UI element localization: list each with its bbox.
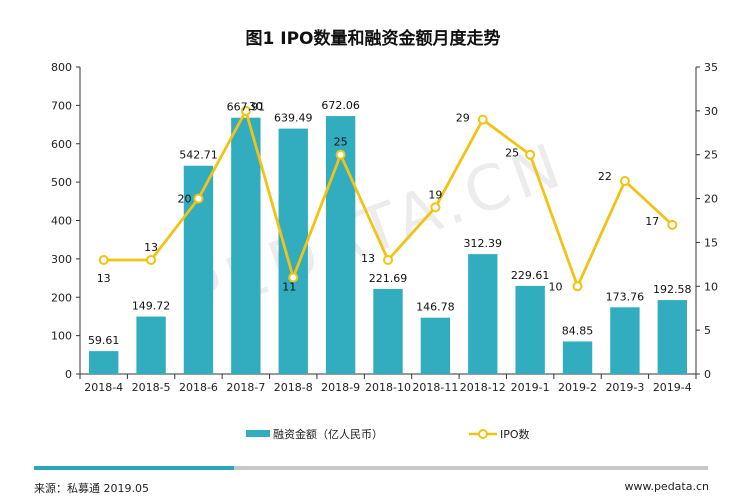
left-tick-label: 400 [51,215,72,228]
ipo-value-label: 30 [249,100,263,113]
bar [136,316,166,374]
bar-value-label: 146.78 [416,301,455,314]
bar-value-label: 192.58 [653,283,692,296]
bar-value-label: 667.91 [227,101,266,114]
site-url: www.pedata.cn [624,480,709,493]
bar [468,254,498,374]
ipo-point [193,193,204,204]
ipo-point [98,254,109,265]
left-tick-label: 300 [51,253,72,266]
ipo-value-label: 22 [598,170,612,183]
bar [515,285,545,374]
ipo-point [335,149,346,160]
left-tick-label: 200 [51,291,72,304]
x-tick-label: 2019-4 [653,381,692,394]
ipo-point [383,254,393,265]
bar-series [89,116,687,374]
footer-accent-bar [34,466,234,470]
x-tick-label: 2019-2 [558,381,597,394]
ipo-point [430,202,441,213]
x-tick-label: 2018-12 [460,381,506,394]
right-tick-label: 15 [704,236,718,249]
ipo-value-label: 25 [505,147,519,160]
legend-line-label: IPO数 [500,428,530,441]
right-tick-label: 5 [704,324,711,337]
ipo-point [146,254,157,265]
legend-bar-label: 融资金额（亿人民币） [273,427,383,441]
bar [89,351,119,374]
ipo-value-label: 13 [144,241,158,254]
ipo-point [477,114,488,125]
footer-divider [234,466,708,470]
source-note: 来源：私募通 2019.05 [34,482,149,495]
x-tick-label: 2018-6 [179,381,218,394]
left-tick-label: 100 [51,330,72,343]
line-series [98,105,678,292]
left-tick-label: 600 [51,138,72,151]
bar [610,307,640,374]
x-tick-label: 2019-3 [605,381,644,394]
bar [562,341,593,374]
bar-value-label: 229.61 [511,269,550,282]
bar [373,288,403,374]
ipo-point [572,281,583,292]
bar-value-label: 173.76 [606,290,645,303]
left-tick-label: 500 [51,176,72,189]
right-tick-label: 10 [704,280,718,293]
x-tick-label: 2019-1 [511,381,550,394]
chart-title: 图1 IPO数量和融资金额月度走势 [246,28,501,49]
ipo-point [288,272,299,283]
right-tick-label: 30 [704,105,718,118]
ipo-value-label: 10 [549,280,563,293]
x-tick-label: 2018-10 [365,381,411,394]
ipo-value-label: 29 [456,112,470,125]
right-tick-label: 25 [704,149,718,162]
ipo-value-label: 25 [334,136,348,149]
bar-value-label: 149.72 [132,300,171,313]
bar-value-label: 639.49 [274,112,313,125]
ipo-value-label: 17 [645,215,659,228]
left-tick-label: 700 [51,99,72,112]
ipo-value-label: 11 [282,281,296,294]
ipo-point [667,219,678,230]
legend: 融资金额（亿人民币） IPO数 [246,427,530,441]
data-labels: 59.61 149.72 542.71 667.91 639.49 672.06 221.6… [88,99,692,347]
right-tick-label: 20 [704,193,718,206]
ipo-value-label: 13 [97,272,111,285]
bar-value-label: 312.39 [464,237,503,250]
axes: 0 100 200 300 400 500 600 700 800 0 5 10 15 20 25 30 35 2… [51,61,718,394]
x-tick-label: 2018-7 [226,381,265,394]
bar-value-label: 84.85 [562,324,594,337]
bar-value-label: 672.06 [321,99,360,112]
legend-bar-swatch [246,430,270,437]
ipo-point [525,149,536,160]
bar-value-label: 221.69 [369,272,408,285]
left-tick-label: 800 [51,61,72,74]
bar [420,317,451,374]
ipo-value-label: 19 [428,188,442,201]
right-tick-label: 0 [704,368,711,381]
x-tick-label: 2018-8 [274,381,313,394]
x-tick-label: 2018-11 [412,381,458,394]
x-tick-label: 2018-4 [84,381,123,394]
bar [231,117,261,374]
bar-value-label: 542.71 [179,149,218,162]
bar-value-label: 59.61 [88,334,120,347]
left-tick-label: 0 [65,368,72,381]
ipo-point [240,105,251,116]
legend-line-marker [478,429,488,439]
x-tick-label: 2018-5 [132,381,171,394]
bar [657,300,687,374]
ipo-value-label: 13 [361,252,375,265]
right-tick-label: 35 [704,61,718,74]
ipo-value-label: 20 [177,193,191,206]
x-tick-label: 2018-9 [321,381,360,394]
ipo-point [619,176,630,187]
